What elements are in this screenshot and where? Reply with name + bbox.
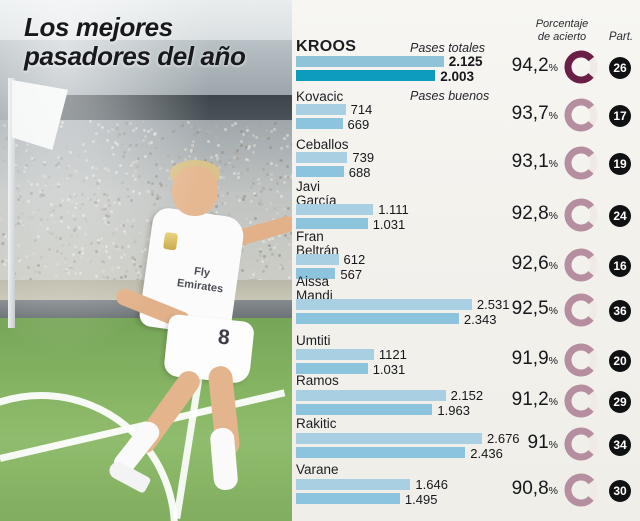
- participations-badge: 24: [609, 205, 631, 227]
- value-total-passes: 714: [351, 102, 373, 117]
- accuracy-ring-gauge: [564, 343, 598, 377]
- value-total-passes: 1.111: [378, 202, 409, 217]
- accuracy-percentage: 93,7%: [488, 103, 558, 125]
- player-name: Rakitic: [296, 417, 337, 431]
- player-name: Fran Beltrán: [296, 230, 339, 257]
- accuracy-percentage: 92,6%: [488, 253, 558, 275]
- participations-badge: 19: [609, 153, 631, 175]
- participations-badge: 36: [609, 300, 631, 322]
- value-good-passes: 1.031: [373, 217, 406, 232]
- accuracy-ring-gauge: [564, 384, 598, 418]
- accuracy-ring-gauge: [564, 198, 598, 232]
- value-total-passes: 612: [344, 252, 366, 267]
- player-name: Ramos: [296, 374, 339, 388]
- player-name: Ceballos: [296, 138, 349, 152]
- value-good-passes: 669: [348, 117, 370, 132]
- jersey-sponsor-text: Fly Emirates: [171, 262, 231, 300]
- value-good-passes: 1.963: [437, 403, 470, 418]
- participations-badge: 29: [609, 391, 631, 413]
- accuracy-percentage: 92,5%: [488, 298, 558, 320]
- participations-badge: 34: [609, 434, 631, 456]
- accuracy-percentage: 94,2%: [488, 55, 558, 77]
- value-good-passes: 1.495: [405, 492, 438, 507]
- player-name: KROOS: [296, 40, 356, 54]
- stats-rows: KROOS 2.125 2.003 94,2% 26 Kovacic 714 669 93,7%…: [292, 0, 640, 521]
- value-good-passes: 567: [340, 267, 362, 282]
- accuracy-ring-gauge: [564, 248, 598, 282]
- accuracy-percentage: 93,1%: [488, 151, 558, 173]
- participations-badge: 30: [609, 480, 631, 502]
- value-total-passes: 739: [352, 150, 374, 165]
- accuracy-ring-gauge: [564, 98, 598, 132]
- jersey-number: 8: [217, 325, 231, 350]
- value-total-passes: 1121: [379, 347, 407, 362]
- value-good-passes: 688: [349, 165, 371, 180]
- participations-badge: 17: [609, 105, 631, 127]
- participations-badge: 20: [609, 350, 631, 372]
- accuracy-ring-gauge: [564, 427, 598, 461]
- legend-good-passes: Pases buenos: [410, 89, 489, 103]
- accuracy-ring-gauge: [564, 146, 598, 180]
- value-total-passes: 1.646: [415, 477, 448, 492]
- accuracy-percentage: 90,8%: [488, 478, 558, 500]
- accuracy-ring-gauge: [564, 473, 598, 507]
- player-name: Kovacic: [296, 90, 343, 104]
- value-total-passes: 2.152: [451, 388, 484, 403]
- participations-badge: 16: [609, 255, 631, 277]
- accuracy-percentage: 91,2%: [488, 389, 558, 411]
- value-total-passes: 2.125: [449, 54, 483, 69]
- accuracy-ring-gauge: [564, 293, 598, 327]
- stats-panel: Porcentaje de acierto Part. KROOS 2.125 2.…: [292, 0, 640, 521]
- accuracy-percentage: 91%: [488, 432, 558, 454]
- club-crest-icon: [163, 232, 178, 251]
- value-good-passes: 2.003: [440, 69, 474, 84]
- accuracy-ring-gauge: [564, 50, 598, 84]
- page-title: Los mejores pasadores del año: [24, 13, 286, 71]
- participations-badge: 26: [609, 57, 631, 79]
- player-name: Umtiti: [296, 334, 331, 348]
- player-figure: Fly Emirates 8: [120, 150, 292, 480]
- accuracy-percentage: 92,8%: [488, 203, 558, 225]
- accuracy-percentage: 91,9%: [488, 348, 558, 370]
- player-name: Varane: [296, 463, 339, 477]
- legend-total-passes: Pases totales: [410, 41, 485, 55]
- player-name: Javi García: [296, 180, 337, 207]
- infographic-root: Fly Emirates 8 Los mejores pasadores del…: [0, 0, 640, 521]
- value-good-passes: 1.031: [373, 362, 406, 377]
- player-name: Aissa Mandi: [296, 275, 333, 302]
- hero-photo: Fly Emirates 8: [0, 0, 292, 521]
